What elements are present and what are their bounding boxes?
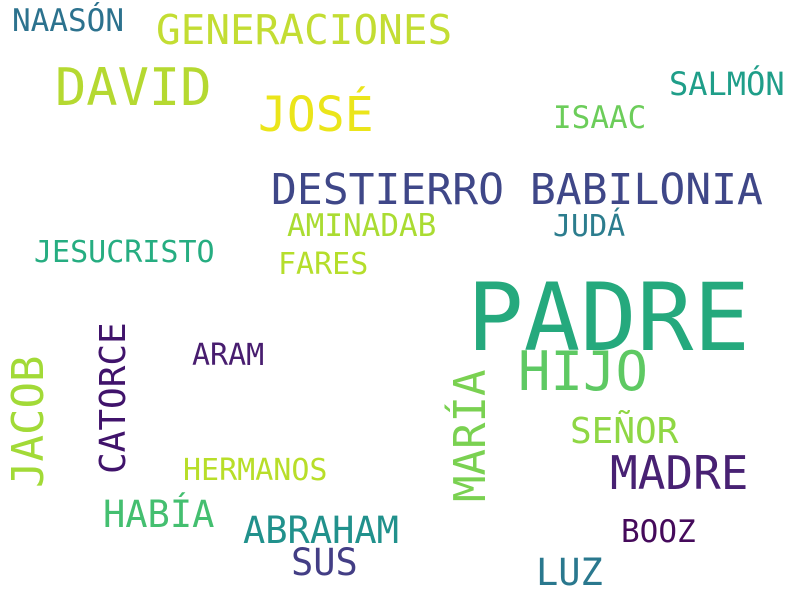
word-jose: JOSÉ <box>258 87 374 143</box>
word-salmon: SALMÓN <box>669 65 785 103</box>
word-catorce: CATORCE <box>93 322 134 474</box>
word-luz: LUZ <box>536 551 603 594</box>
word-isaac: ISAAC <box>553 100 647 136</box>
word-jesucristo: JESUCRISTO <box>34 235 215 270</box>
word-sus: SUS <box>291 541 358 584</box>
word-aram: ARAM <box>192 338 265 373</box>
word-destierro-babilonia: DESTIERRO BABILONIA <box>271 165 763 215</box>
word-maria: MARÍA <box>445 369 496 502</box>
word-generaciones: GENERACIONES <box>156 6 453 54</box>
word-booz: BOOZ <box>621 514 696 550</box>
word-hijo: HIJO <box>518 340 649 403</box>
word-jacob: JACOB <box>3 355 54 488</box>
word-habia: HABÍA <box>103 493 215 536</box>
word-juda: JUDÁ <box>553 209 626 244</box>
word-aminadab: AMINADAB <box>287 208 437 244</box>
word-hermanos: HERMANOS <box>183 453 328 488</box>
word-fares: FARES <box>278 247 369 282</box>
word-david: DAVID <box>55 58 212 118</box>
word-naason: NAASÓN <box>12 3 124 39</box>
word-senor: SEÑOR <box>570 411 679 452</box>
word-madre: MADRE <box>610 446 749 500</box>
word-padre: PADRE <box>467 264 750 373</box>
word-abraham: ABRAHAM <box>243 509 399 552</box>
